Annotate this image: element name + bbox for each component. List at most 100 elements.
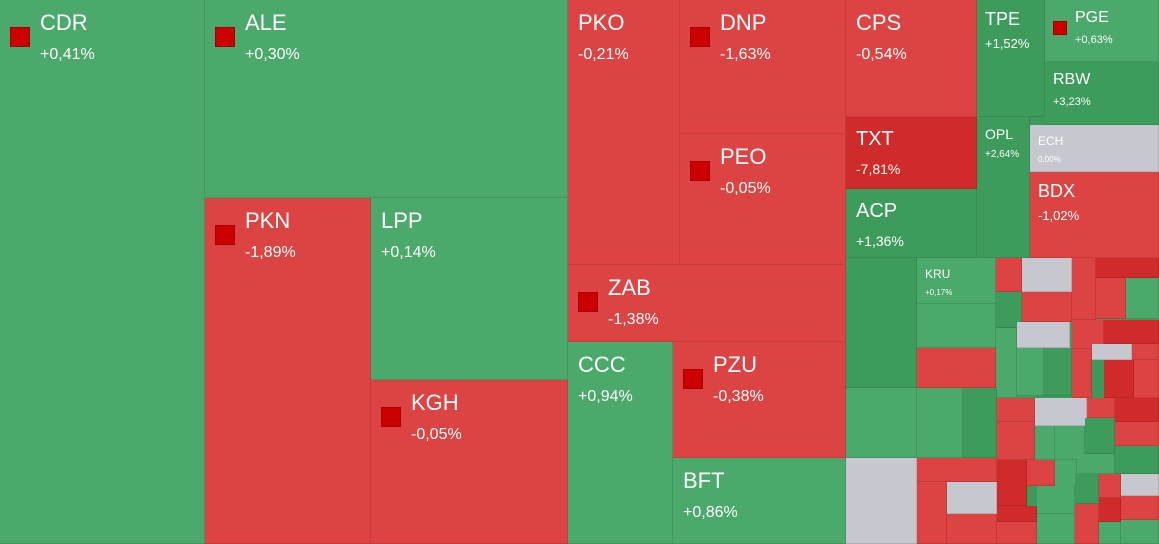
small-tile[interactable] — [1096, 258, 1159, 278]
tile-pzu[interactable]: PZU -0,38% — [673, 342, 846, 458]
small-tile[interactable] — [846, 388, 917, 458]
small-tile[interactable] — [1085, 418, 1115, 454]
tile-change: -1,89% — [245, 244, 296, 261]
small-tile[interactable] — [1104, 320, 1159, 344]
small-tile[interactable] — [917, 304, 996, 348]
tile-change: -1,02% — [1038, 208, 1080, 223]
small-tile[interactable] — [997, 522, 1037, 544]
marker-icon — [215, 225, 235, 245]
small-tile[interactable] — [1037, 486, 1075, 514]
small-tile[interactable] — [1104, 360, 1134, 398]
small-tile[interactable] — [1115, 422, 1159, 446]
small-tile[interactable] — [846, 458, 917, 544]
tile-change: +0,41% — [40, 46, 95, 63]
small-tile[interactable] — [1027, 460, 1055, 486]
tile-peo[interactable]: PEO -0,05% — [680, 134, 846, 265]
marker-icon — [683, 369, 703, 389]
small-tile[interactable] — [1017, 348, 1044, 396]
small-tile[interactable] — [1077, 454, 1115, 474]
tile-change: +0,14% — [381, 244, 436, 261]
small-tile[interactable] — [1035, 426, 1055, 460]
tile-change: +2,64% — [985, 149, 1020, 160]
small-tile[interactable] — [1126, 278, 1159, 319]
small-tile[interactable] — [1044, 348, 1072, 396]
tile-txt[interactable]: TXT -7,81% — [846, 117, 977, 189]
small-tile[interactable] — [1121, 496, 1159, 520]
small-tile[interactable] — [997, 460, 1027, 506]
small-tile[interactable] — [1072, 258, 1096, 320]
tile-change: +0,30% — [245, 46, 300, 63]
small-tile[interactable] — [917, 458, 997, 482]
small-tile[interactable] — [997, 398, 1035, 422]
tile-ticker: PKN — [245, 208, 291, 233]
small-tile[interactable] — [1035, 398, 1087, 426]
tile-tpe[interactable]: TPE +1,52% — [977, 0, 1045, 117]
tile-ticker: DNP — [720, 10, 767, 35]
small-tile[interactable] — [997, 506, 1037, 522]
small-tile[interactable] — [996, 328, 1017, 398]
tile-lpp[interactable]: LPP +0,14% — [371, 198, 568, 380]
small-tile[interactable] — [1072, 349, 1092, 398]
tile-pge[interactable]: PGE +0,63% — [1045, 0, 1159, 62]
tile-dnp[interactable]: DNP -1,63% — [680, 0, 846, 134]
marker-icon — [578, 292, 598, 312]
small-tile[interactable] — [917, 388, 963, 458]
tile-kru[interactable]: KRU +0,17% — [917, 258, 996, 304]
small-tile[interactable] — [1022, 292, 1072, 322]
small-tile[interactable] — [1087, 398, 1115, 418]
small-tile[interactable] — [1099, 498, 1121, 522]
small-tile[interactable] — [1134, 360, 1159, 398]
small-tile[interactable] — [1022, 258, 1072, 292]
tile-opl[interactable]: OPL +2,64% — [977, 117, 1030, 258]
tile-change: 0,00% — [1038, 155, 1061, 164]
small-tile[interactable] — [1099, 474, 1121, 498]
tile-zab[interactable]: ZAB -1,38% — [568, 265, 846, 342]
small-tile[interactable] — [1099, 522, 1121, 544]
tile-ale[interactable]: ALE +0,30% — [205, 0, 568, 198]
tile-ticker: RBW — [1053, 71, 1091, 88]
tile-ticker: KGH — [411, 390, 459, 415]
small-tile[interactable] — [1115, 446, 1159, 474]
small-tile[interactable] — [1075, 504, 1099, 544]
small-tile[interactable] — [1092, 344, 1132, 360]
tile-kgh[interactable]: KGH -0,05% — [371, 380, 568, 544]
tile-bdx[interactable]: BDX -1,02% — [1030, 172, 1159, 258]
small-tile[interactable] — [1037, 514, 1075, 544]
small-tile[interactable] — [996, 258, 1022, 292]
small-tile[interactable] — [1121, 520, 1159, 544]
tile-ticker: ALE — [245, 10, 287, 35]
small-tile[interactable] — [1075, 474, 1099, 504]
tile-acp[interactable]: ACP +1,36% — [846, 189, 977, 258]
small-tile[interactable] — [963, 388, 997, 458]
tile-ccc[interactable]: CCC +0,94% — [568, 342, 673, 544]
tile-ticker: PKO — [578, 10, 625, 35]
small-tile[interactable] — [997, 422, 1035, 460]
small-tile[interactable] — [1096, 278, 1126, 319]
small-tile[interactable] — [947, 514, 997, 544]
tile-bft[interactable]: BFT +0,86% — [673, 458, 846, 544]
tile-change: +1,52% — [985, 36, 1030, 51]
small-tile[interactable] — [1132, 344, 1159, 360]
tile-rbw[interactable]: RBW +3,23% — [1045, 62, 1159, 125]
tile-pkn[interactable]: PKN -1,89% — [205, 198, 371, 544]
small-tile[interactable] — [917, 482, 947, 544]
tile-cdr[interactable]: CDR +0,41% — [0, 0, 205, 544]
tile-change: -1,63% — [720, 46, 771, 63]
small-tile[interactable] — [947, 482, 997, 514]
tile-ech[interactable]: ECH 0,00% — [1030, 125, 1159, 172]
tile-ticker: BDX — [1038, 181, 1076, 201]
tile-pko[interactable]: PKO -0,21% — [568, 0, 680, 265]
tile-ticker: PEO — [720, 144, 767, 169]
tile-cps[interactable]: CPS -0,54% — [846, 0, 977, 117]
small-tile[interactable] — [1017, 322, 1070, 348]
marker-icon — [215, 27, 235, 47]
tile-ticker: LPP — [381, 208, 423, 233]
tile-ticker: CPS — [856, 10, 902, 35]
small-tile[interactable] — [917, 348, 996, 388]
tile-change: +0,63% — [1075, 34, 1113, 46]
tile-change: +0,17% — [925, 288, 953, 297]
small-tile[interactable] — [1115, 398, 1159, 422]
small-tile[interactable] — [1121, 474, 1159, 496]
marker-icon — [381, 407, 401, 427]
small-tile[interactable] — [846, 258, 917, 388]
